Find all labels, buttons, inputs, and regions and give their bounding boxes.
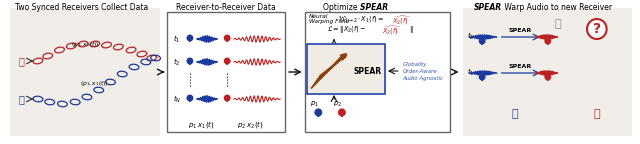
Polygon shape	[315, 112, 321, 117]
Text: SPEAR: SPEAR	[474, 3, 502, 12]
Polygon shape	[225, 98, 230, 102]
Text: 🎤: 🎤	[511, 109, 518, 119]
Text: $t_2$: $t_2$	[467, 30, 475, 42]
Text: $p_1\;x_1(t)$: $p_1\;x_1(t)$	[188, 119, 215, 129]
Text: Two Synced Receivers Collect Data: Two Synced Receivers Collect Data	[15, 3, 148, 12]
Circle shape	[545, 74, 550, 80]
Text: Warping Field: Warping Field	[308, 19, 349, 24]
Text: Globality
Order-Aware
Audio Agnostic: Globality Order-Aware Audio Agnostic	[403, 62, 444, 81]
Polygon shape	[545, 77, 550, 80]
Circle shape	[188, 95, 193, 101]
Polygon shape	[225, 61, 230, 65]
Text: $(p_2, x_2(t))$: $(p_2, x_2(t))$	[70, 40, 99, 49]
Text: $\mathcal{L} = \|X_2(f) - $: $\mathcal{L} = \|X_2(f) - $	[327, 24, 367, 35]
Text: 🔊: 🔊	[554, 19, 561, 29]
Text: $\widehat{X_2(f)}$: $\widehat{X_2(f)}$	[392, 14, 411, 26]
Text: $p_2\;x_2(t)$: $p_2\;x_2(t)$	[237, 119, 264, 129]
Bar	[307, 44, 385, 94]
Text: ​SPEAR: ​SPEAR	[360, 3, 388, 12]
Circle shape	[339, 109, 345, 116]
Polygon shape	[479, 41, 485, 44]
Circle shape	[587, 19, 607, 39]
Text: $\widehat{X_2(f)}$: $\widehat{X_2(f)}$	[382, 24, 401, 37]
Text: SPEAR: SPEAR	[354, 67, 382, 75]
Text: $t_N$: $t_N$	[173, 93, 182, 105]
Polygon shape	[545, 41, 550, 44]
Polygon shape	[188, 98, 193, 102]
Text: $p_1$: $p_1$	[310, 100, 319, 109]
Bar	[10, 8, 159, 136]
Polygon shape	[339, 112, 345, 117]
Circle shape	[188, 35, 193, 41]
Text: $t_1$: $t_1$	[173, 33, 180, 45]
Text: SPEAR: SPEAR	[509, 28, 532, 33]
Text: $t_2$: $t_2$	[173, 56, 180, 68]
Circle shape	[225, 58, 230, 64]
Polygon shape	[188, 38, 193, 41]
Text: $\mathcal{W}_{1\to2}\cdot X_1(f) = $: $\mathcal{W}_{1\to2}\cdot X_1(f) = $	[338, 14, 384, 24]
Text: 🎤: 🎤	[19, 56, 24, 66]
Text: SPEAR: SPEAR	[509, 64, 532, 69]
Circle shape	[545, 38, 550, 44]
Text: Neural: Neural	[308, 14, 328, 19]
Bar	[305, 12, 450, 132]
Text: Optimize: Optimize	[323, 3, 360, 12]
Text: 🎤: 🎤	[593, 109, 600, 119]
Text: $(p_1, x_1(t))$: $(p_1, x_1(t))$	[81, 79, 109, 88]
Bar	[167, 12, 285, 132]
Circle shape	[225, 35, 230, 41]
Circle shape	[188, 58, 193, 64]
Text: $t_1$: $t_1$	[467, 66, 475, 78]
Circle shape	[315, 109, 321, 116]
Circle shape	[479, 74, 485, 80]
Bar	[463, 8, 632, 136]
Text: $p_2$: $p_2$	[333, 100, 342, 109]
Text: $\|$: $\|$	[408, 24, 413, 35]
Polygon shape	[225, 38, 230, 41]
Polygon shape	[479, 77, 485, 80]
Circle shape	[479, 38, 485, 44]
Circle shape	[225, 95, 230, 101]
Polygon shape	[188, 61, 193, 65]
Text: ?: ?	[593, 22, 601, 36]
Text: Warp Audio to new Receiver: Warp Audio to new Receiver	[502, 3, 612, 12]
Text: Receiver-to-Receiver Data: Receiver-to-Receiver Data	[176, 3, 276, 12]
Text: 🎤: 🎤	[19, 94, 24, 104]
